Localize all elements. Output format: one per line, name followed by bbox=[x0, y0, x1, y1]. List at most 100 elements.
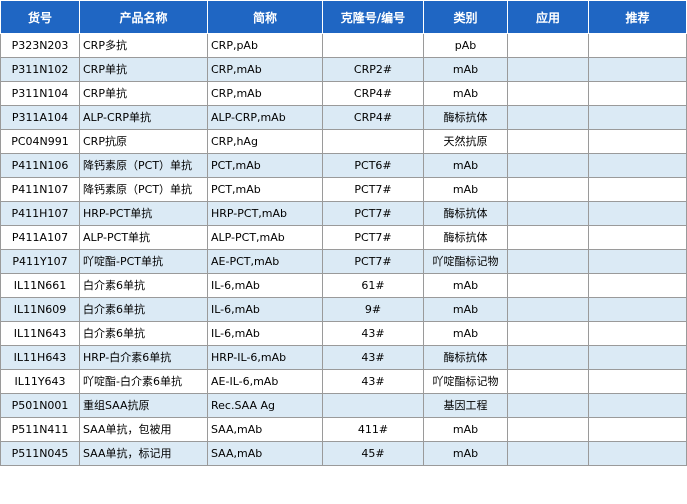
cell-application bbox=[507, 393, 589, 418]
cell-name: 白介素6单抗 bbox=[79, 321, 208, 346]
cell-code: IL11N609 bbox=[0, 297, 80, 322]
table-row: PC04N991 CRP抗原 CRP,hAg 天然抗原 bbox=[0, 129, 687, 154]
table-row: P311N104 CRP单抗 CRP,mAb CRP4# mAb bbox=[0, 81, 687, 106]
header-row: 货号 产品名称 简称 克隆号/编号 类别 应用 推荐 bbox=[0, 0, 687, 34]
cell-name: ALP-CRP单抗 bbox=[79, 105, 208, 130]
cell-recommend bbox=[588, 201, 687, 226]
cell-abbr: ALP-CRP,mAb bbox=[207, 105, 323, 130]
table-row: P411N106 降钙素原（PCT）单抗 PCT,mAb PCT6# mAb bbox=[0, 153, 687, 178]
table-row: P311N102 CRP单抗 CRP,mAb CRP2# mAb bbox=[0, 57, 687, 82]
cell-recommend bbox=[588, 177, 687, 202]
cell-name: CRP单抗 bbox=[79, 81, 208, 106]
cell-clone: PCT7# bbox=[322, 177, 424, 202]
cell-name: 白介素6单抗 bbox=[79, 273, 208, 298]
header-category: 类别 bbox=[423, 0, 508, 34]
cell-code: IL11H643 bbox=[0, 345, 80, 370]
cell-abbr: IL-6,mAb bbox=[207, 321, 323, 346]
cell-abbr: HRP-PCT,mAb bbox=[207, 201, 323, 226]
header-application: 应用 bbox=[507, 0, 589, 34]
cell-name: SAA单抗，包被用 bbox=[79, 417, 208, 442]
cell-category: mAb bbox=[423, 441, 508, 466]
table-row: P511N411 SAA单抗，包被用 SAA,mAb 411# mAb bbox=[0, 417, 687, 442]
cell-code: IL11Y643 bbox=[0, 369, 80, 394]
cell-category: 吖啶酯标记物 bbox=[423, 369, 508, 394]
cell-name: HRP-白介素6单抗 bbox=[79, 345, 208, 370]
cell-abbr: HRP-IL-6,mAb bbox=[207, 345, 323, 370]
cell-clone: CRP4# bbox=[322, 105, 424, 130]
cell-recommend bbox=[588, 57, 687, 82]
cell-category: mAb bbox=[423, 297, 508, 322]
cell-code: P311N104 bbox=[0, 81, 80, 106]
table-row: P411H107 HRP-PCT单抗 HRP-PCT,mAb PCT7# 酶标抗体 bbox=[0, 201, 687, 226]
cell-name: 吖啶酯-PCT单抗 bbox=[79, 249, 208, 274]
cell-name: SAA单抗，标记用 bbox=[79, 441, 208, 466]
cell-category: mAb bbox=[423, 273, 508, 298]
cell-recommend bbox=[588, 225, 687, 250]
cell-code: P311N102 bbox=[0, 57, 80, 82]
table-row: P501N001 重组SAA抗原 Rec.SAA Ag 基因工程 bbox=[0, 393, 687, 418]
cell-abbr: SAA,mAb bbox=[207, 417, 323, 442]
cell-clone bbox=[322, 393, 424, 418]
cell-clone: PCT7# bbox=[322, 201, 424, 226]
cell-recommend bbox=[588, 81, 687, 106]
cell-clone: 411# bbox=[322, 417, 424, 442]
cell-application bbox=[507, 81, 589, 106]
cell-application bbox=[507, 105, 589, 130]
table-row: IL11Y643 吖啶酯-白介素6单抗 AE-IL-6,mAb 43# 吖啶酯标记物 bbox=[0, 369, 687, 394]
cell-abbr: ALP-PCT,mAb bbox=[207, 225, 323, 250]
table-row: P311A104 ALP-CRP单抗 ALP-CRP,mAb CRP4# 酶标抗体 bbox=[0, 105, 687, 130]
cell-name: CRP多抗 bbox=[79, 33, 208, 58]
cell-category: mAb bbox=[423, 321, 508, 346]
cell-clone bbox=[322, 33, 424, 58]
cell-name: HRP-PCT单抗 bbox=[79, 201, 208, 226]
cell-recommend bbox=[588, 417, 687, 442]
cell-abbr: CRP,mAb bbox=[207, 57, 323, 82]
cell-application bbox=[507, 441, 589, 466]
cell-recommend bbox=[588, 345, 687, 370]
table-row: P411Y107 吖啶酯-PCT单抗 AE-PCT,mAb PCT7# 吖啶酯标记物 bbox=[0, 249, 687, 274]
cell-name: CRP抗原 bbox=[79, 129, 208, 154]
cell-code: P311A104 bbox=[0, 105, 80, 130]
cell-category: pAb bbox=[423, 33, 508, 58]
cell-abbr: AE-PCT,mAb bbox=[207, 249, 323, 274]
header-clone: 克隆号/编号 bbox=[322, 0, 424, 34]
cell-code: P501N001 bbox=[0, 393, 80, 418]
cell-recommend bbox=[588, 297, 687, 322]
cell-category: 酶标抗体 bbox=[423, 225, 508, 250]
cell-category: 酶标抗体 bbox=[423, 201, 508, 226]
cell-application bbox=[507, 225, 589, 250]
table-row: IL11H643 HRP-白介素6单抗 HRP-IL-6,mAb 43# 酶标抗体 bbox=[0, 345, 687, 370]
cell-application bbox=[507, 129, 589, 154]
cell-category: mAb bbox=[423, 177, 508, 202]
cell-category: 基因工程 bbox=[423, 393, 508, 418]
cell-abbr: IL-6,mAb bbox=[207, 273, 323, 298]
table-row: P511N045 SAA单抗，标记用 SAA,mAb 45# mAb bbox=[0, 441, 687, 466]
cell-application bbox=[507, 297, 589, 322]
cell-clone bbox=[322, 129, 424, 154]
cell-recommend bbox=[588, 273, 687, 298]
cell-recommend bbox=[588, 369, 687, 394]
cell-recommend bbox=[588, 321, 687, 346]
header-abbr: 简称 bbox=[207, 0, 323, 34]
cell-category: mAb bbox=[423, 57, 508, 82]
cell-clone: 9# bbox=[322, 297, 424, 322]
cell-code: P411N107 bbox=[0, 177, 80, 202]
cell-recommend bbox=[588, 393, 687, 418]
cell-application bbox=[507, 57, 589, 82]
cell-name: 白介素6单抗 bbox=[79, 297, 208, 322]
cell-application bbox=[507, 417, 589, 442]
cell-clone: 45# bbox=[322, 441, 424, 466]
cell-code: P511N045 bbox=[0, 441, 80, 466]
table-row: P323N203 CRP多抗 CRP,pAb pAb bbox=[0, 33, 687, 58]
cell-code: P411H107 bbox=[0, 201, 80, 226]
cell-category: mAb bbox=[423, 81, 508, 106]
cell-code: P411A107 bbox=[0, 225, 80, 250]
cell-recommend bbox=[588, 153, 687, 178]
cell-application bbox=[507, 321, 589, 346]
cell-application bbox=[507, 153, 589, 178]
cell-application bbox=[507, 369, 589, 394]
cell-application bbox=[507, 33, 589, 58]
cell-category: 天然抗原 bbox=[423, 129, 508, 154]
cell-clone: 43# bbox=[322, 369, 424, 394]
cell-name: 吖啶酯-白介素6单抗 bbox=[79, 369, 208, 394]
